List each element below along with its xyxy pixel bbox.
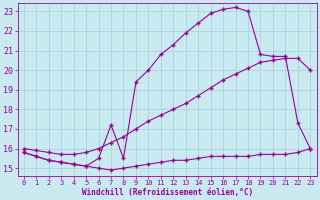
X-axis label: Windchill (Refroidissement éolien,°C): Windchill (Refroidissement éolien,°C)	[82, 188, 253, 197]
